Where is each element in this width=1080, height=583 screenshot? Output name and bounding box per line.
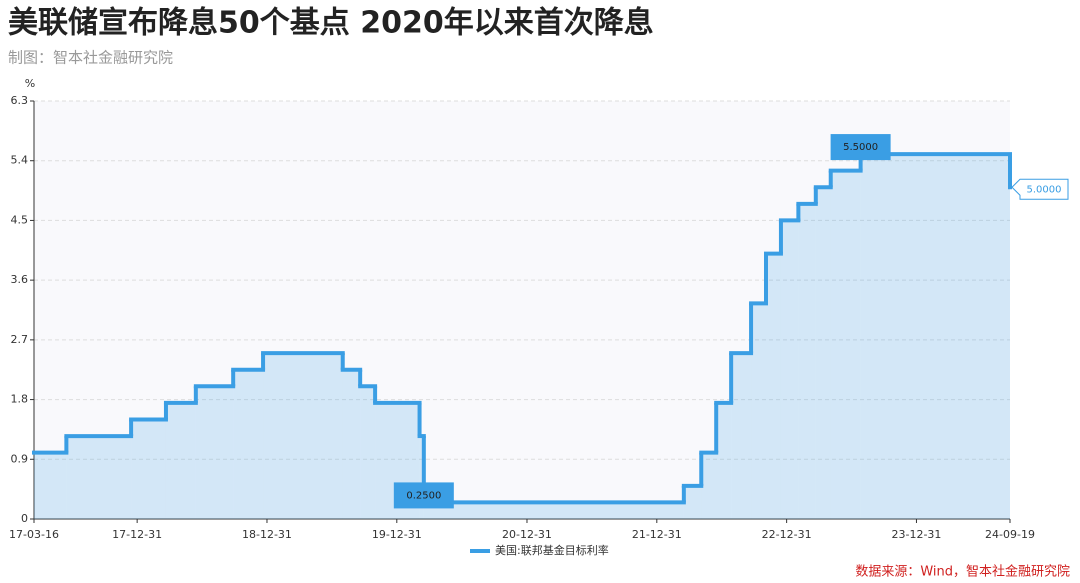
y-tick-label: 0 (21, 512, 28, 525)
y-tick-label: 1.8 (11, 393, 29, 406)
area-segment (360, 386, 376, 519)
y-tick-label: 6.3 (11, 94, 29, 107)
x-tick-label: 17-03-16 (9, 528, 59, 541)
x-tick-label: 17-12-31 (112, 528, 162, 541)
legend-label: 美国:联邦基金目标利率 (495, 543, 609, 557)
x-tick-label: 21-12-31 (632, 528, 682, 541)
area-segment (131, 419, 166, 519)
area-segment (195, 386, 234, 519)
value-label-box (393, 482, 454, 509)
value-label-box (1011, 178, 1069, 200)
y-tick-label: 3.6 (11, 273, 29, 286)
chart-subtitle: 制图：智本社金融研究院 (8, 49, 173, 67)
area-segment (66, 436, 132, 519)
area-segment (683, 485, 702, 519)
y-tick-label: 0.9 (11, 452, 29, 465)
x-tick-label: 18-12-31 (242, 528, 292, 541)
x-tick-label: 20-12-31 (502, 528, 552, 541)
area-segment (716, 402, 732, 519)
area-segment (34, 452, 67, 519)
area-segment (798, 203, 816, 520)
area-segment (815, 187, 831, 519)
y-axis-label: % (25, 77, 35, 90)
value-label: 5.0000 (1027, 184, 1062, 195)
area-segment (701, 452, 717, 519)
area-segment (830, 170, 861, 519)
x-tick-label: 22-12-31 (762, 528, 812, 541)
x-tick-label: 24-09-19 (985, 528, 1035, 541)
source-note: 数据来源：Wind，智本社金融研究院 (855, 564, 1070, 580)
chart-title: 美联储宣布降息50个基点 2020年以来首次降息 (8, 6, 654, 41)
y-tick-label: 5.4 (11, 154, 29, 167)
y-tick-label: 4.5 (11, 213, 29, 226)
x-tick-label: 19-12-31 (372, 528, 422, 541)
area-segment (780, 220, 799, 519)
value-label: 0.2500 (406, 490, 441, 501)
area-segment (419, 436, 424, 519)
value-label: 5.5000 (843, 142, 878, 153)
value-label-box (830, 134, 891, 161)
area-segment (860, 154, 1010, 520)
x-tick-label: 23-12-31 (891, 528, 941, 541)
y-tick-label: 2.7 (11, 333, 29, 346)
area-segment (766, 253, 781, 519)
area-segment (233, 369, 264, 519)
area-segment (751, 303, 766, 519)
area-segment (342, 369, 361, 519)
area-segment (165, 402, 196, 519)
area-segment (731, 353, 752, 519)
area-segment (423, 502, 684, 519)
area-segment (263, 353, 343, 519)
